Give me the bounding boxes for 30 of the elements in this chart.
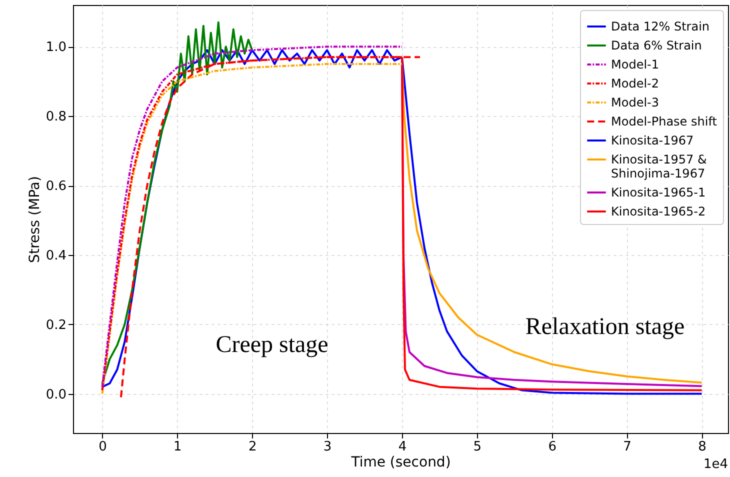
y-tick-label: 0.4 (46, 248, 66, 264)
x-tick-label: 0 (98, 440, 107, 454)
text: 1e4 (703, 457, 728, 472)
x-tick-label: 6 (548, 440, 557, 454)
x-tick-label: 5 (473, 440, 482, 454)
y-tick-label: 0.6 (46, 179, 66, 194)
legend-label: Model-2 (611, 76, 659, 90)
x-axis-title: Time (second) (350, 454, 451, 470)
annotation: Relaxation stage (525, 314, 685, 340)
legend-label: Data 12% Strain (611, 20, 710, 34)
y-tick-label: 0.2 (46, 318, 66, 333)
y-tick-label: 0.0 (46, 387, 66, 402)
annotation: Creep stage (216, 332, 328, 358)
y-tick-label: 0.8 (46, 110, 66, 125)
legend-label: Kinosita-1965-2 (611, 204, 706, 218)
x-tick-label: 1 (174, 440, 182, 454)
x-tick-label: 4 (398, 440, 407, 454)
legend-label: Kinosita-1967 (611, 134, 694, 148)
x-tick-label: 2 (248, 440, 257, 454)
y-axis-title: Stress (MPa) (26, 176, 43, 263)
x-tick-label: 3 (323, 440, 332, 454)
x-tick-label: 7 (623, 440, 632, 454)
legend-label: Model-Phase shift (611, 114, 718, 128)
legend-label: Data 6% Strain (611, 38, 702, 52)
legend-label: Kinosita-1965-1 (611, 186, 706, 200)
legend-label: Kinosita-1957 & Shinojima-1967 (611, 152, 707, 180)
x-tick-label: 8 (698, 440, 706, 454)
legend-label: Model-3 (611, 96, 659, 110)
legend-label: Model-1 (611, 58, 659, 72)
y-tick-label: 1.0 (46, 40, 66, 56)
